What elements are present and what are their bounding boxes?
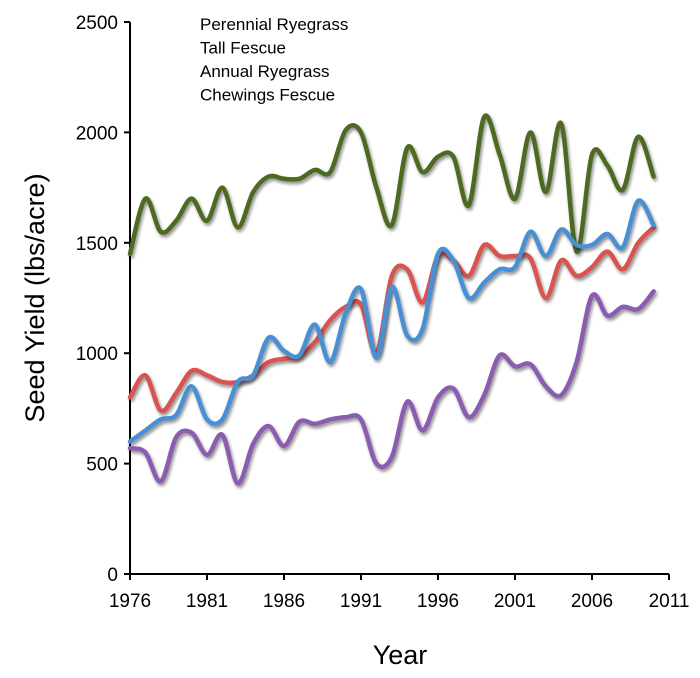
x-tick-label: 1996 [417,591,459,612]
series-line-annual-ryegrass [127,113,656,257]
y-axis-label: Seed Yield (lbs/acre) [20,173,50,422]
legend-label: Annual Ryegrass [200,62,329,81]
x-axis-label: Year [373,640,428,670]
x-tick-label: 1991 [340,591,382,612]
x-tick-label: 2011 [649,591,690,612]
y-tick-label: 500 [86,455,118,476]
legend-label: Chewings Fescue [200,86,335,105]
x-tick-label: 2006 [571,591,613,612]
legend-label: Tall Fescue [200,39,286,58]
x-tick-label: 1986 [263,591,305,612]
x-tick-label: 1981 [186,591,228,612]
series-line-perennial-ryegrass [127,225,656,414]
y-tick-label: 2500 [76,13,118,34]
legend-label: Perennial Ryegrass [200,15,348,34]
y-tick-label: 1500 [76,234,118,255]
y-tick-label: 2000 [76,123,118,144]
x-tick-label: 2001 [494,591,536,612]
x-tick-label: 1976 [109,591,151,612]
series-line-chewings-fescue [127,289,656,486]
series-line-tall-fescue [127,198,656,444]
y-tick-label: 1000 [76,344,118,365]
y-tick-label: 0 [107,565,118,586]
